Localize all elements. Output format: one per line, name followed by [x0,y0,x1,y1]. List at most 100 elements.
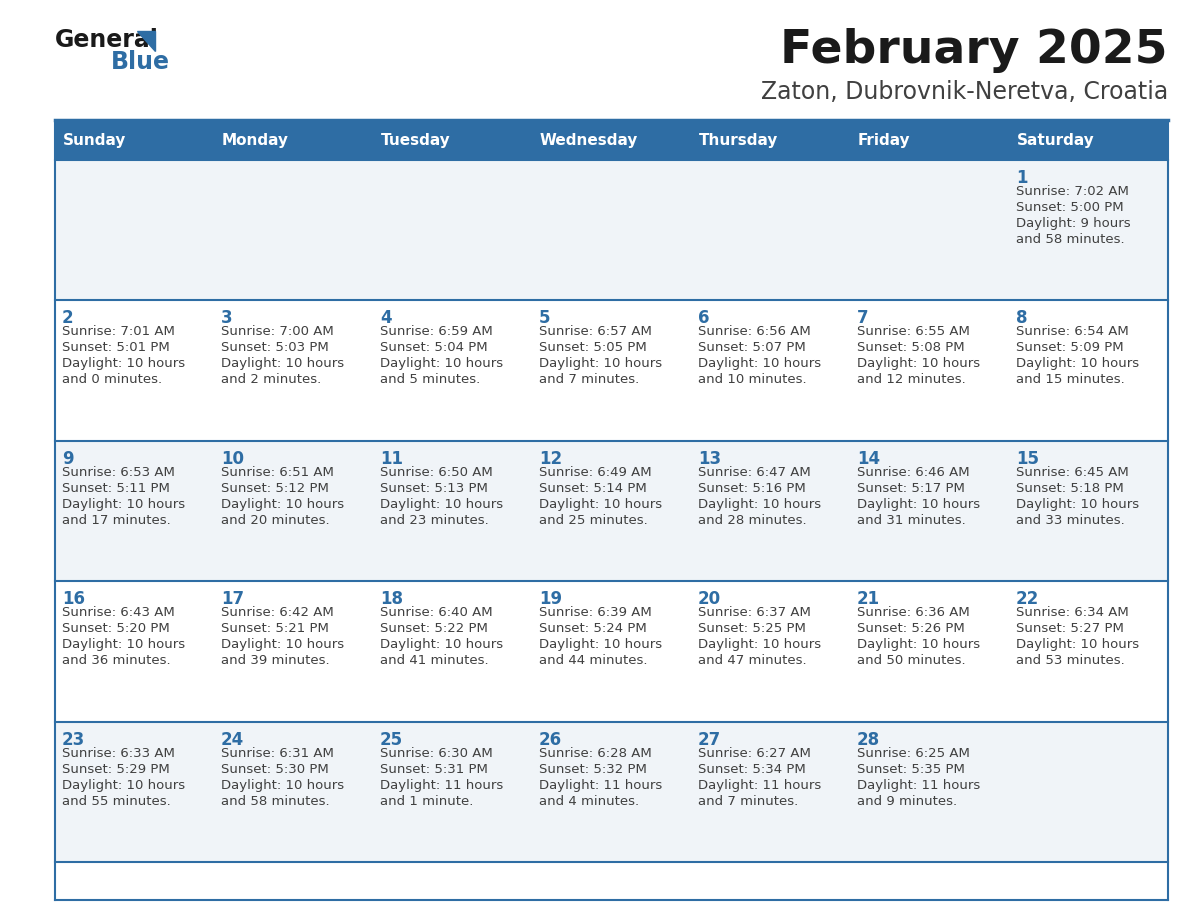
Text: Sunset: 5:21 PM: Sunset: 5:21 PM [221,622,329,635]
Bar [532,722,691,862]
Text: Sunrise: 6:59 AM: Sunrise: 6:59 AM [380,325,493,339]
Text: and 55 minutes.: and 55 minutes. [62,795,171,808]
Bar [373,581,532,722]
Text: and 9 minutes.: and 9 minutes. [857,795,958,808]
Bar [1009,160,1168,300]
Bar [1009,441,1168,581]
Text: 5: 5 [539,309,550,328]
Text: Daylight: 10 hours: Daylight: 10 hours [699,638,821,651]
Text: Daylight: 10 hours: Daylight: 10 hours [539,498,662,510]
Text: 11: 11 [380,450,403,468]
Bar [849,160,1009,300]
Text: Sunrise: 6:30 AM: Sunrise: 6:30 AM [380,746,493,759]
Text: Sunset: 5:05 PM: Sunset: 5:05 PM [539,341,646,354]
Bar [691,300,849,441]
Text: 6: 6 [699,309,709,328]
Text: Daylight: 10 hours: Daylight: 10 hours [1016,638,1139,651]
Text: and 2 minutes.: and 2 minutes. [221,374,321,386]
Bar [373,722,532,862]
Text: and 25 minutes.: and 25 minutes. [539,514,647,527]
Text: 21: 21 [857,590,880,609]
Text: Daylight: 10 hours: Daylight: 10 hours [699,498,821,510]
Text: Sunset: 5:26 PM: Sunset: 5:26 PM [857,622,965,635]
Text: Daylight: 10 hours: Daylight: 10 hours [539,638,662,651]
Text: Sunset: 5:03 PM: Sunset: 5:03 PM [221,341,329,354]
Text: Sunset: 5:11 PM: Sunset: 5:11 PM [62,482,170,495]
Text: Sunday: Sunday [63,133,126,149]
Text: Sunrise: 6:42 AM: Sunrise: 6:42 AM [221,606,334,620]
Text: 2: 2 [62,309,74,328]
Text: Daylight: 10 hours: Daylight: 10 hours [62,638,185,651]
Text: Daylight: 10 hours: Daylight: 10 hours [380,357,504,370]
Text: 23: 23 [62,731,86,748]
Text: Daylight: 10 hours: Daylight: 10 hours [221,778,345,791]
Text: Daylight: 10 hours: Daylight: 10 hours [221,638,345,651]
Text: and 39 minutes.: and 39 minutes. [221,655,329,667]
Text: Daylight: 9 hours: Daylight: 9 hours [1016,217,1131,230]
Text: Friday: Friday [858,133,911,149]
Text: 7: 7 [857,309,868,328]
Text: 27: 27 [699,731,721,748]
Text: Daylight: 10 hours: Daylight: 10 hours [857,357,980,370]
Text: Daylight: 10 hours: Daylight: 10 hours [539,357,662,370]
Text: Sunset: 5:13 PM: Sunset: 5:13 PM [380,482,488,495]
Text: and 58 minutes.: and 58 minutes. [221,795,329,808]
Bar [532,581,691,722]
Text: Sunset: 5:12 PM: Sunset: 5:12 PM [221,482,329,495]
Text: Daylight: 11 hours: Daylight: 11 hours [699,778,821,791]
Bar [373,300,532,441]
Text: 12: 12 [539,450,562,468]
Text: 28: 28 [857,731,880,748]
Text: 8: 8 [1016,309,1028,328]
Bar [1009,300,1168,441]
Text: Sunrise: 7:01 AM: Sunrise: 7:01 AM [62,325,175,339]
Text: Sunset: 5:16 PM: Sunset: 5:16 PM [699,482,805,495]
Text: Thursday: Thursday [699,133,778,149]
Bar [691,581,849,722]
Text: Daylight: 10 hours: Daylight: 10 hours [62,357,185,370]
Text: Daylight: 10 hours: Daylight: 10 hours [857,498,980,510]
Text: Sunset: 5:18 PM: Sunset: 5:18 PM [1016,482,1124,495]
Text: 24: 24 [221,731,245,748]
Bar [691,722,849,862]
Text: and 33 minutes.: and 33 minutes. [1016,514,1125,527]
Bar [214,300,373,441]
Text: Sunrise: 6:34 AM: Sunrise: 6:34 AM [1016,606,1129,620]
Bar [214,122,373,160]
Text: and 47 minutes.: and 47 minutes. [699,655,807,667]
Text: Sunrise: 6:33 AM: Sunrise: 6:33 AM [62,746,175,759]
Text: and 28 minutes.: and 28 minutes. [699,514,807,527]
Bar [691,441,849,581]
Text: Sunset: 5:01 PM: Sunset: 5:01 PM [62,341,170,354]
Text: Daylight: 11 hours: Daylight: 11 hours [380,778,504,791]
Text: 17: 17 [221,590,244,609]
Text: and 5 minutes.: and 5 minutes. [380,374,480,386]
Bar [373,122,532,160]
Bar [691,122,849,160]
Text: 9: 9 [62,450,74,468]
Text: Sunset: 5:24 PM: Sunset: 5:24 PM [539,622,646,635]
Text: Daylight: 10 hours: Daylight: 10 hours [380,638,504,651]
Text: Daylight: 11 hours: Daylight: 11 hours [539,778,662,791]
Text: Sunrise: 7:00 AM: Sunrise: 7:00 AM [221,325,334,339]
Text: and 58 minutes.: and 58 minutes. [1016,233,1125,246]
Text: 26: 26 [539,731,562,748]
Text: 3: 3 [221,309,233,328]
Text: Sunrise: 6:55 AM: Sunrise: 6:55 AM [857,325,969,339]
Text: and 17 minutes.: and 17 minutes. [62,514,171,527]
Text: Sunset: 5:00 PM: Sunset: 5:00 PM [1016,201,1124,214]
Text: 22: 22 [1016,590,1040,609]
Text: Daylight: 10 hours: Daylight: 10 hours [699,357,821,370]
Text: Tuesday: Tuesday [381,133,450,149]
Text: Sunrise: 6:54 AM: Sunrise: 6:54 AM [1016,325,1129,339]
Bar [849,441,1009,581]
Text: Daylight: 10 hours: Daylight: 10 hours [380,498,504,510]
Bar [55,581,214,722]
Text: Sunrise: 6:43 AM: Sunrise: 6:43 AM [62,606,175,620]
Text: Sunrise: 6:27 AM: Sunrise: 6:27 AM [699,746,811,759]
Text: 15: 15 [1016,450,1040,468]
Text: General: General [55,28,159,52]
Text: Sunset: 5:30 PM: Sunset: 5:30 PM [221,763,329,776]
Text: 18: 18 [380,590,403,609]
Bar [214,441,373,581]
